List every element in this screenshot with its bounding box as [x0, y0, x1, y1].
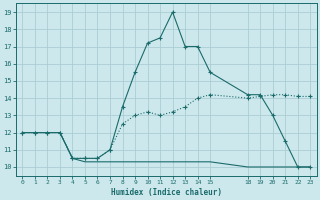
- X-axis label: Humidex (Indice chaleur): Humidex (Indice chaleur): [111, 188, 222, 197]
